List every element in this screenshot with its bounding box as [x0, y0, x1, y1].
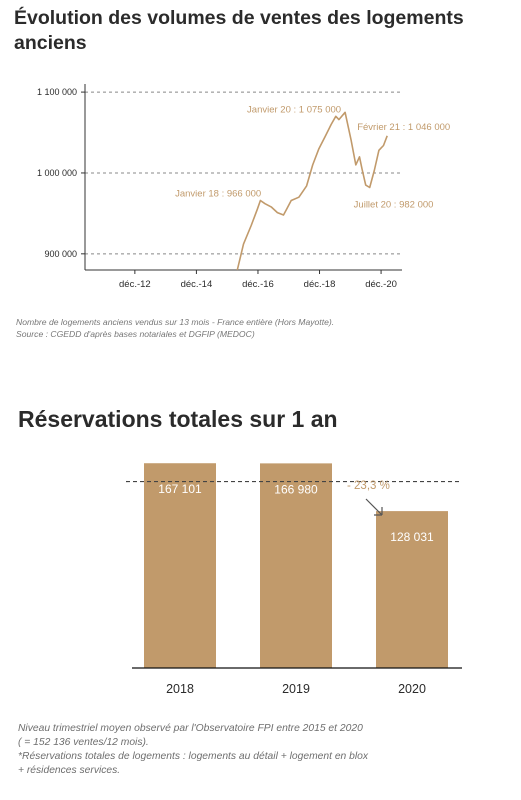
x-tick-label: déc.-16 — [242, 279, 274, 290]
data-annotation: Janvier 20 : 1 075 000 — [247, 104, 341, 115]
bar-chart-note-line-1: Niveau trimestriel moyen observé par l'O… — [18, 723, 363, 734]
bar — [376, 511, 448, 668]
bar-chart-note-line-2: ( = 152 136 ventes/12 mois). — [18, 737, 149, 748]
series-line — [236, 111, 388, 271]
line-chart-title-line-1: Évolution des volumes de ventes des loge… — [14, 7, 464, 29]
line-chart-note: Nombre de logements anciens vendus sur 1… — [16, 316, 506, 340]
line-chart-title-line-2: anciens — [14, 32, 87, 54]
y-tick-label: 1 000 000 — [37, 168, 77, 178]
data-annotation: Juillet 20 : 982 000 — [354, 200, 434, 211]
x-tick-label: déc.-14 — [181, 279, 213, 290]
x-category-label: 2019 — [282, 682, 310, 696]
bar-value-label: 166 980 — [274, 482, 318, 496]
bar-value-label: 167 101 — [158, 482, 202, 496]
y-tick-label: 1 100 000 — [37, 87, 77, 97]
data-annotation: Février 21 : 1 046 000 — [357, 122, 450, 133]
y-tick-label: 900 000 — [44, 249, 77, 259]
data-annotation: Janvier 18 : 966 000 — [175, 188, 261, 199]
x-category-label: 2018 — [166, 682, 194, 696]
bar-chart-note: Niveau trimestriel moyen observé par l'O… — [18, 722, 513, 778]
line-chart: 1 100 000 1 000 000 900 000 déc.-12 déc.-14 d… — [37, 84, 450, 290]
line-chart-title: Évolution des volumes de ventes des loge… — [14, 6, 504, 56]
bar — [260, 463, 332, 668]
x-tick-label: déc.-20 — [365, 279, 397, 290]
x-tick-label: déc.-12 — [119, 279, 151, 290]
x-category-label: 2020 — [398, 682, 426, 696]
x-tick-label: déc.-18 — [304, 279, 336, 290]
line-chart-note-source: Source : CGEDD d'après bases notariales … — [16, 329, 255, 339]
change-label: - 23,3 % — [347, 480, 390, 492]
bar-chart-title: Réservations totales sur 1 an — [18, 406, 338, 432]
down-arrow-icon — [365, 498, 383, 516]
bar-chart-note-line-3: *Réservations totales de logements : log… — [18, 751, 369, 762]
bar — [144, 463, 216, 668]
bar-value-label: 128 031 — [390, 530, 434, 544]
line-chart-note-line-1: Nombre de logements anciens vendus sur 1… — [16, 317, 335, 327]
bar-chart-note-line-4: + résidences services. — [18, 765, 121, 776]
